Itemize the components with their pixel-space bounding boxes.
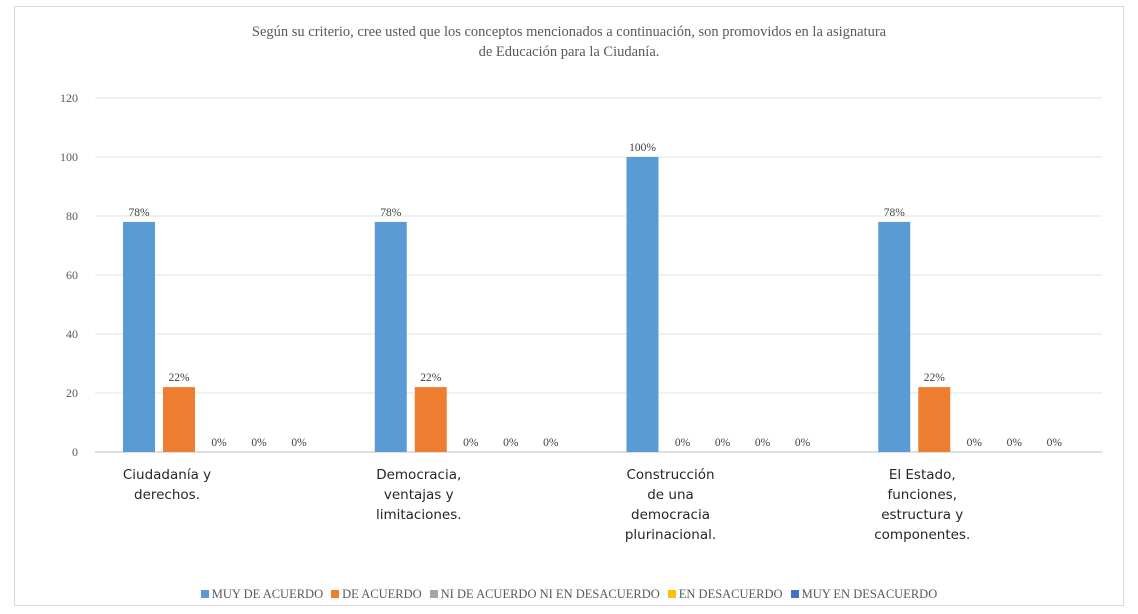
legend-swatch bbox=[331, 590, 340, 598]
legend-label: DE ACUERDO bbox=[342, 587, 422, 601]
category-label: plurinacional. bbox=[625, 527, 716, 543]
legend-label: EN DESACUERDO bbox=[678, 587, 783, 601]
legend-item: MUY DE ACUERDO bbox=[200, 587, 324, 602]
bar bbox=[626, 157, 659, 452]
y-tick-label: 0 bbox=[72, 445, 78, 459]
category-label: de una bbox=[647, 487, 694, 503]
data-label: 0% bbox=[251, 437, 267, 449]
y-tick-label: 80 bbox=[66, 209, 78, 223]
legend-label: MUY EN DESACUERDO bbox=[801, 587, 938, 601]
data-label: 0% bbox=[463, 437, 479, 449]
legend-label: NI DE ACUERDO NI EN DESACUERDO bbox=[440, 587, 660, 601]
legend-swatch bbox=[667, 590, 676, 598]
category-label: limitaciones. bbox=[376, 507, 462, 523]
data-label: 78% bbox=[128, 207, 150, 219]
category-label: funciones, bbox=[888, 487, 957, 503]
legend-item: NI DE ACUERDO NI EN DESACUERDO bbox=[429, 587, 660, 602]
legend-item: MUY EN DESACUERDO bbox=[790, 587, 938, 602]
bar bbox=[163, 387, 195, 452]
category-label: Construcción bbox=[626, 467, 714, 483]
legend-item: EN DESACUERDO bbox=[667, 587, 783, 602]
category-label: componentes. bbox=[874, 527, 970, 543]
legend-item: DE ACUERDO bbox=[331, 587, 422, 602]
legend-swatch bbox=[790, 590, 799, 598]
chart-title: Según su criterio, cree usted que los co… bbox=[0, 22, 1138, 62]
bar bbox=[414, 387, 447, 452]
category-label: El Estado, bbox=[889, 467, 956, 483]
data-label: 0% bbox=[503, 437, 519, 449]
category-label: derechos. bbox=[134, 487, 200, 503]
bar bbox=[374, 221, 407, 452]
data-label: 0% bbox=[211, 437, 227, 449]
y-tick-label: 40 bbox=[66, 327, 78, 341]
chart-title-line-2: de Educación para la Ciudanía. bbox=[478, 44, 660, 60]
bar bbox=[918, 387, 951, 452]
category-label: estructura y bbox=[881, 507, 963, 523]
data-label: 22% bbox=[924, 372, 946, 384]
y-tick-label: 60 bbox=[66, 268, 78, 282]
data-label: 100% bbox=[629, 142, 656, 154]
bar bbox=[123, 221, 155, 452]
data-label: 0% bbox=[715, 437, 731, 449]
category-label: Ciudadanía y bbox=[123, 467, 211, 483]
legend: MUY DE ACUERDO DE ACUERDO NI DE ACUERDO NI… bbox=[0, 587, 1138, 602]
category-label: Democracia, bbox=[376, 467, 461, 483]
data-label: 0% bbox=[755, 437, 771, 449]
chart-frame bbox=[14, 6, 1124, 606]
data-label: 0% bbox=[967, 437, 983, 449]
category-label: democracia bbox=[631, 507, 710, 523]
data-label: 22% bbox=[420, 372, 442, 384]
legend-swatch bbox=[200, 590, 209, 598]
data-label: 0% bbox=[543, 437, 559, 449]
category-label: ventajas y bbox=[384, 487, 454, 503]
data-label: 78% bbox=[380, 207, 402, 219]
legend-label: MUY DE ACUERDO bbox=[211, 587, 324, 601]
chart-title-line-1: Según su criterio, cree usted que los co… bbox=[251, 24, 887, 40]
legend-swatch bbox=[429, 590, 438, 598]
data-label: 0% bbox=[1047, 437, 1063, 449]
bar bbox=[878, 221, 911, 452]
data-label: 0% bbox=[675, 437, 691, 449]
data-label: 0% bbox=[1007, 437, 1023, 449]
data-label: 22% bbox=[168, 372, 190, 384]
data-label: 78% bbox=[884, 207, 906, 219]
y-tick-label: 120 bbox=[60, 91, 78, 105]
data-label: 0% bbox=[795, 437, 811, 449]
y-tick-label: 20 bbox=[66, 386, 78, 400]
data-label: 0% bbox=[291, 437, 307, 449]
y-tick-label: 100 bbox=[60, 150, 78, 164]
